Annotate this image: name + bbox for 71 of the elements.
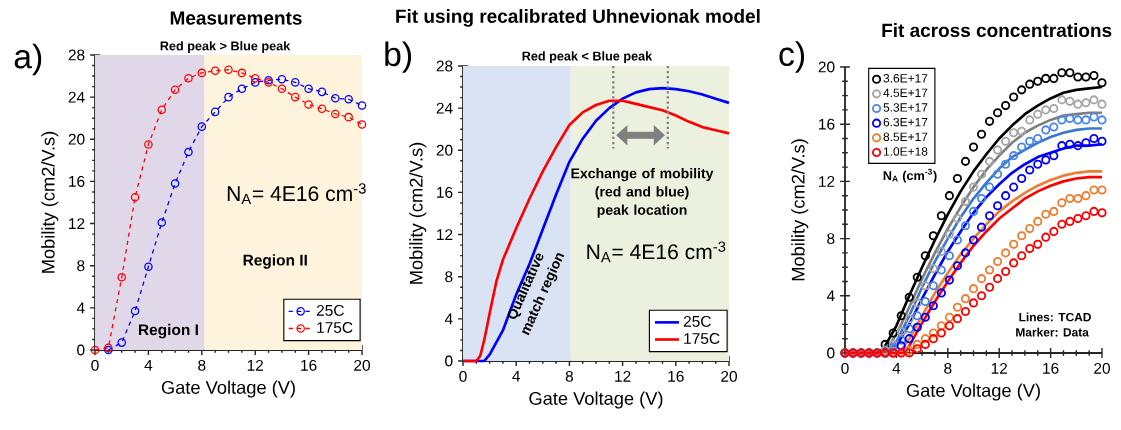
x-tick-label: 4 (512, 370, 521, 382)
text: b) (385, 41, 412, 73)
x-tick-label: 16 (301, 359, 317, 371)
y-tick-label: 12 (437, 229, 453, 240)
x-tick-label: 12 (615, 370, 631, 382)
x-tick-label: 0 (459, 370, 467, 382)
chart-title: Fit across concentrations (882, 23, 1112, 38)
annotation: Exchange of mobility (red and blue) peak location (571, 168, 714, 218)
x-tick-label: 16 (668, 370, 684, 382)
x-tick-label: 8 (198, 359, 206, 371)
y-axis-title: Mobility (cm2/V.s) (409, 142, 427, 284)
y-tick-label: 8 (827, 233, 835, 245)
y-tick-label: 20 (436, 144, 453, 156)
x-tick-label: 16 (1043, 362, 1059, 374)
x-axis-title: Gate Voltage (V) (161, 380, 295, 398)
legend-label: 3.6E+17 (883, 74, 928, 83)
annotation: Lines: TCAD (1019, 312, 1091, 322)
y-tick-label: 12 (69, 218, 85, 229)
annotation: N$_{A}$= 4E16 cm$^{-3}$ (587, 241, 726, 263)
y-tick-label: 4 (76, 302, 85, 314)
chart-title: Measurements (170, 11, 302, 25)
legend-label: 5.3E+17 (883, 103, 928, 112)
x-tick-label: 0 (841, 362, 849, 374)
x-tick-label: 4 (892, 362, 901, 374)
y-tick-label: 4 (444, 313, 453, 325)
legend-label: 175C (684, 333, 720, 344)
annotation: Region II (243, 254, 307, 269)
chart-subtitle: Red peak < Blue peak (522, 51, 653, 64)
y-tick-label: 20 (68, 133, 85, 145)
y-tick-label: 8 (445, 271, 453, 283)
x-tick-label: 8 (565, 370, 574, 382)
annotation: Region I (138, 323, 198, 339)
chart-subtitle: Red peak > Blue peak (160, 41, 291, 53)
y-tick-label: 12 (819, 176, 835, 187)
x-tick-label: 20 (721, 370, 737, 382)
y-axis-title: Mobility (cm2/V.s) (791, 139, 809, 281)
y-tick-label: 0 (827, 347, 835, 359)
x-tick-label: 12 (247, 359, 264, 371)
legend-title: N$_{A}$ (cm$^{-3}$) (883, 168, 937, 183)
x-tick-label: 8 (944, 362, 952, 374)
y-tick-label: 28 (436, 60, 453, 72)
y-axis-title: Mobility (cm2/V.s) (41, 131, 59, 273)
x-tick-label: 12 (991, 362, 1008, 374)
text: c) (779, 41, 805, 73)
annotation: N$_{A}$= 4E16 cm$^{-3}$ (227, 183, 366, 205)
y-tick-label: 16 (437, 186, 453, 198)
y-tick-label: 8 (77, 260, 85, 272)
x-tick-label: 0 (91, 359, 99, 371)
x-tick-label: 4 (144, 359, 153, 371)
y-tick-label: 4 (826, 290, 835, 302)
x-axis-title: Gate Voltage (V) (529, 391, 663, 409)
y-tick-label: 24 (436, 102, 453, 114)
legend-label: 25C (683, 315, 711, 327)
y-tick-label: 0 (77, 344, 85, 356)
y-tick-label: 20 (818, 61, 835, 73)
legend-label: 25C (316, 304, 344, 316)
x-tick-label: 20 (354, 359, 370, 371)
legend-label: 1.0E+18 (883, 147, 928, 156)
y-tick-label: 28 (68, 49, 85, 61)
legend-label: 175C (317, 322, 353, 333)
y-tick-label: 24 (68, 91, 85, 103)
x-tick-label: 20 (1094, 362, 1110, 374)
legend-label: 8.5E+17 (883, 132, 928, 142)
annotation: Marker: Data (1016, 327, 1089, 337)
x-axis-title: Gate Voltage (V) (906, 383, 1040, 401)
text: a) (14, 43, 42, 76)
y-tick-label: 16 (819, 118, 835, 130)
legend-label: 4.5E+17 (883, 88, 928, 98)
y-tick-label: 16 (69, 175, 85, 187)
chart-title: Fit using recalibrated Uhnevionak model (396, 9, 760, 27)
legend-label: 6.3E+17 (883, 117, 928, 127)
